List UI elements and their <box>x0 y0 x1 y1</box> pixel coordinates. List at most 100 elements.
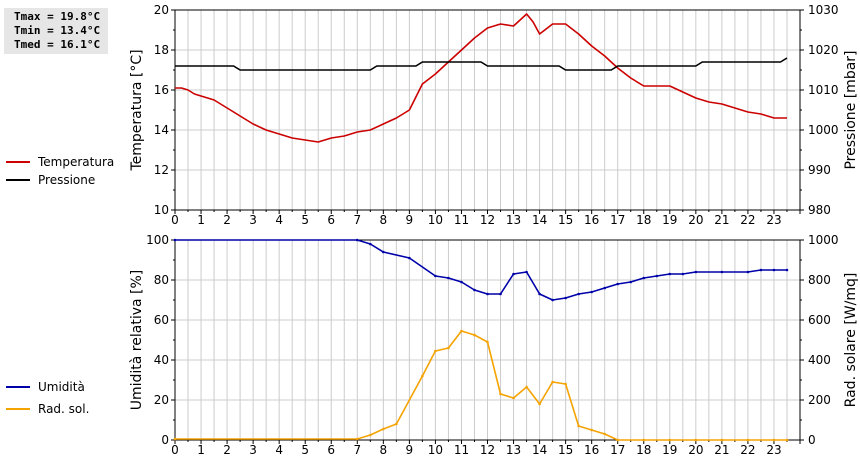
data-point <box>681 272 685 276</box>
x-tick-label: 14 <box>532 213 547 227</box>
data-point <box>668 438 672 442</box>
data-point <box>434 349 437 353</box>
data-point <box>590 290 593 294</box>
data-point <box>486 340 489 344</box>
y2-axis-title: Pressione [mbar] <box>843 50 859 169</box>
data-point <box>447 346 450 350</box>
x-tick-label: 8 <box>380 443 388 457</box>
x-tick-label: 1 <box>197 213 205 227</box>
data-point <box>577 292 580 296</box>
legend-item: Umidità <box>6 380 85 394</box>
x-tick-label: 23 <box>766 443 781 457</box>
data-point <box>473 333 476 337</box>
x-tick-label: 11 <box>454 213 469 227</box>
data-point <box>629 280 633 284</box>
y-tick-label: 100 <box>146 233 169 247</box>
data-point <box>173 437 177 441</box>
legend-label: Temperatura <box>37 155 114 169</box>
x-tick-label: 9 <box>406 443 414 457</box>
x-tick-label: 4 <box>275 443 283 457</box>
x-tick-label: 18 <box>636 213 651 227</box>
series-line <box>175 13 787 143</box>
y2-tick-label: 600 <box>808 313 831 327</box>
data-point <box>421 374 424 378</box>
x-tick-label: 10 <box>428 213 443 227</box>
data-point <box>746 270 750 274</box>
series-line <box>175 57 788 71</box>
tmed-stat: Tmed = 16.1°C <box>14 38 101 51</box>
y2-tick-label: 1000 <box>808 233 839 247</box>
data-point <box>173 238 177 242</box>
data-point <box>355 437 359 441</box>
x-tick-label: 12 <box>480 443 495 457</box>
y-tick-label: 12 <box>154 163 169 177</box>
data-point <box>577 424 580 428</box>
series-2-2 <box>173 329 789 442</box>
x-tick-label: 0 <box>171 443 179 457</box>
data-point <box>720 270 724 274</box>
x-tick-label: 12 <box>480 213 495 227</box>
x-tick-label: 15 <box>558 443 573 457</box>
y-tick-label: 80 <box>154 273 169 287</box>
series-line <box>175 330 787 441</box>
data-point <box>694 270 698 274</box>
data-point <box>772 268 776 272</box>
x-tick-label: 5 <box>301 213 309 227</box>
tmin-stat: Tmin = 13.4°C <box>14 24 101 37</box>
y-tick-label: 10 <box>154 203 169 217</box>
series-2-1 <box>173 238 789 302</box>
y2-tick-label: 1030 <box>808 3 839 17</box>
x-tick-label: 6 <box>327 443 335 457</box>
data-point <box>655 274 659 278</box>
grid <box>175 10 800 210</box>
data-point <box>525 270 528 274</box>
data-point <box>447 276 450 280</box>
x-tick-label: 18 <box>636 443 651 457</box>
y2-tick-label: 400 <box>808 353 831 367</box>
x-tick-label: 21 <box>714 443 729 457</box>
x-tick-label: 13 <box>506 443 521 457</box>
data-point <box>382 427 385 431</box>
data-point <box>590 428 593 432</box>
y-axis-title: Umidità relativa [%] <box>129 270 145 411</box>
x-tick-label: 19 <box>662 213 677 227</box>
data-point <box>538 402 541 406</box>
data-point <box>603 432 606 436</box>
stats-box: Tmax = 19.8°C Tmin = 13.4°C Tmed = 16.1°… <box>4 8 108 54</box>
data-point <box>355 238 359 242</box>
data-point <box>564 382 567 386</box>
x-tick-label: 6 <box>327 213 335 227</box>
data-point <box>512 396 515 400</box>
y2-axis-title: Rad. solare [W/mq] <box>843 273 859 408</box>
data-point <box>616 282 620 286</box>
data-point <box>369 433 372 437</box>
data-point <box>525 385 528 389</box>
x-tick-label: 20 <box>688 443 703 457</box>
data-point <box>694 438 698 442</box>
tmax-stat: Tmax = 19.8°C <box>14 10 101 23</box>
x-tick-label: 7 <box>353 213 361 227</box>
x-tick-label: 3 <box>249 213 257 227</box>
data-point <box>551 380 554 384</box>
x-tick-label: 4 <box>275 213 283 227</box>
legend-item: Pressione <box>6 173 95 187</box>
y-tick-label: 18 <box>154 43 169 57</box>
y-tick-label: 14 <box>154 123 169 137</box>
y-tick-label: 20 <box>154 3 169 17</box>
x-tick-label: 23 <box>766 213 781 227</box>
data-point <box>512 272 515 276</box>
data-point <box>720 438 724 442</box>
x-tick-label: 7 <box>353 443 361 457</box>
x-tick-label: 8 <box>380 213 388 227</box>
data-point <box>408 256 411 260</box>
y2-tick-label: 1010 <box>808 83 839 97</box>
x-tick-label: 16 <box>584 443 599 457</box>
x-tick-label: 22 <box>740 443 755 457</box>
y-tick-label: 16 <box>154 83 169 97</box>
y-tick-label: 20 <box>154 393 169 407</box>
y2-tick-label: 1000 <box>808 123 839 137</box>
x-tick-label: 5 <box>301 443 309 457</box>
x-tick-label: 11 <box>454 443 469 457</box>
data-point <box>785 268 789 272</box>
x-tick-label: 21 <box>714 213 729 227</box>
